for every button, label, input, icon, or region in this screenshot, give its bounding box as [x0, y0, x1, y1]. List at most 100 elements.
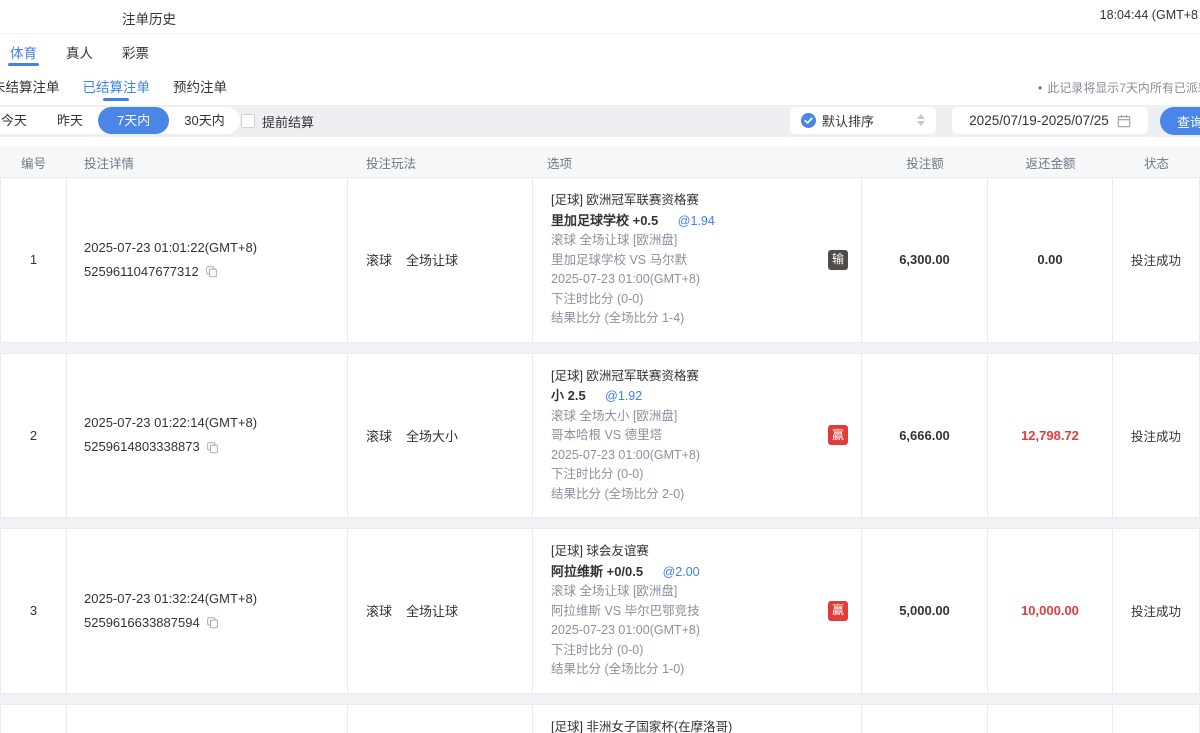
odds-value: @2.00 [662, 564, 700, 579]
col-header-return: 返还金额 [1025, 156, 1076, 171]
score-at-bet-line: 下注时比分 (0-0) [551, 642, 644, 657]
quick-range-group: 今天 昨天 7天内 30天内 [0, 107, 240, 134]
stake-amount [862, 704, 988, 733]
page-title: 注单历史 [122, 12, 176, 27]
result-score-line: 结果比分 (全场比分 2-0) [551, 486, 685, 501]
league-name: [足球] 球会友谊赛 [551, 544, 649, 558]
play-type: 滚球 [366, 253, 393, 269]
market-line: 滚球 全场大小 [欧洲盘] [551, 408, 678, 423]
copy-icon[interactable] [205, 265, 218, 278]
league-name: [足球] 欧洲冠军联赛资格赛 [551, 193, 699, 207]
bet-details-cell: 2025-07-23 01:01:22(GMT+8) 5259611047677… [67, 178, 348, 342]
col-header-selection: 选项 [547, 156, 573, 171]
return-amount: 0.00 [988, 178, 1113, 342]
bet-time: 2025-07-23 01:32:24(GMT+8) [84, 590, 258, 606]
calendar-icon [1117, 114, 1131, 127]
match-time-line: 2025-07-23 01:00(GMT+8) [551, 447, 701, 462]
play-type-cell: 滚球 全场大小 [348, 353, 533, 517]
league-name: [足球] 非洲女子国家杯(在摩洛哥) [551, 719, 733, 733]
stake-amount: 5,000.00 [862, 529, 988, 693]
row-number [1, 704, 67, 733]
sort-selected-value: 默认排序 [822, 114, 875, 129]
col-header-no: 编号 [20, 156, 46, 171]
score-at-bet-line: 下注时比分 (0-0) [551, 291, 644, 306]
order-id: 5259611047677312 [84, 263, 199, 279]
order-id: 5259614803338873 [84, 439, 200, 455]
range-30days[interactable]: 30天内 [184, 113, 225, 128]
return-amount: 12,798.72 [988, 353, 1113, 517]
col-header-details: 投注详情 [84, 156, 135, 171]
tab-lottery[interactable]: 彩票 [122, 46, 149, 61]
early-settlement-filter[interactable]: 提前结算 [241, 105, 314, 137]
order-id: 5259616633887594 [84, 614, 200, 630]
table-row: 1 2025-07-23 01:01:22(GMT+8) 52596110476… [0, 177, 1200, 343]
early-settlement-label: 提前结算 [262, 114, 315, 130]
col-header-status: 状态 [1143, 156, 1169, 171]
subtab-reserved[interactable]: 预约注单 [173, 80, 227, 95]
row-number: 1 [1, 178, 67, 342]
odds-value: @1.94 [677, 213, 715, 228]
match-time-line: 2025-07-23 01:00(GMT+8) [551, 272, 701, 286]
matchup-line: 阿拉维斯 VS 毕尔巴鄂竞技 [551, 603, 700, 618]
bet-time: 2025-07-23 01:22:14(GMT+8) [84, 415, 258, 431]
stake-amount: 6,300.00 [862, 178, 988, 342]
notice-text: 此记录将显示7天内所有已派彩的 [1047, 81, 1200, 95]
table-header: 编号 投注详情 投注玩法 选项 投注额 返还金额 状态 [0, 147, 1200, 177]
pick-name: 阿拉维斯 +0/0.5 [551, 563, 644, 579]
early-settlement-checkbox[interactable] [241, 114, 255, 128]
filter-bar: 今天 昨天 7天内 30天内 提前结算 默认排序 2025/07/19-2025… [0, 105, 1200, 137]
pick-name: 小 2.5 [551, 388, 586, 403]
range-7days[interactable]: 7天内 [98, 107, 170, 134]
market-line: 滚球 全场让球 [欧洲盘] [551, 584, 678, 598]
subtab-settled[interactable]: 已结算注单 [81, 70, 153, 102]
bet-time: 2025-07-23 01:01:22(GMT+8) [84, 239, 258, 255]
play-name: 全场让球 [406, 604, 459, 620]
selection-cell: [足球] 欧洲冠军联赛资格赛 小 2.5 @1.92 滚球 全场大小 [欧洲盘]… [533, 353, 862, 517]
return-amount: 10,000.00 [988, 529, 1113, 693]
matchup-line: 里加足球学校 VS 马尔默 [551, 252, 688, 267]
play-name: 全场大小 [406, 428, 459, 444]
table-body: 1 2025-07-23 01:01:22(GMT+8) 52596110476… [0, 177, 1200, 733]
play-name: 全场让球 [406, 253, 459, 269]
row-number: 2 [1, 353, 67, 517]
league-name: [足球] 欧洲冠军联赛资格赛 [551, 368, 699, 383]
play-type: 滚球 [366, 604, 393, 620]
result-score-line: 结果比分 (全场比分 1-4) [551, 311, 685, 325]
stake-amount: 6,666.00 [862, 353, 988, 517]
outcome-badge: 输 [828, 249, 848, 270]
subtabs-row: 未结算注单 已结算注单 预约注单 • 此记录将显示7天内所有已派彩的 [0, 70, 1200, 102]
outcome-badge: 赢 [828, 425, 848, 446]
date-range-picker[interactable]: 2025/07/19-2025/07/25 [952, 107, 1148, 134]
tab-sports[interactable]: 体育 [8, 34, 39, 70]
sort-dropdown[interactable]: 默认排序 [790, 107, 936, 134]
col-header-play: 投注玩法 [366, 156, 417, 171]
bet-status: 投注成功 [1130, 605, 1181, 620]
search-button[interactable]: 查询 [1160, 107, 1200, 135]
tab-live[interactable]: 真人 [66, 46, 93, 61]
row-number: 3 [1, 529, 67, 693]
score-at-bet-line: 下注时比分 (0-0) [551, 467, 644, 481]
matchup-line: 哥本哈根 VS 德里塔 [551, 428, 663, 442]
return-amount [988, 704, 1113, 733]
main-tabs: 体育 真人 彩票 [0, 34, 1200, 70]
selection-cell: [足球] 欧洲冠军联赛资格赛 里加足球学校 +0.5 @1.94 滚球 全场让球… [533, 178, 862, 342]
pick-name: 里加足球学校 +0.5 [551, 212, 659, 228]
table-row: 2 2025-07-23 01:22:14(GMT+8) 52596148033… [0, 352, 1200, 518]
range-today[interactable]: 今天 [1, 113, 28, 128]
sort-caret-icon [917, 114, 925, 126]
range-yesterday[interactable]: 昨天 [57, 113, 84, 128]
copy-icon[interactable] [206, 616, 219, 629]
sub-tabs: 未结算注单 已结算注单 预约注单 [0, 70, 1200, 102]
odds-value: @1.92 [605, 389, 643, 403]
bet-status: 投注成功 [1130, 429, 1181, 444]
selection-cell: [足球] 非洲女子国家杯(在摩洛哥) [533, 704, 862, 733]
copy-icon[interactable] [206, 441, 219, 454]
outcome-badge: 赢 [828, 600, 848, 621]
table-row: [足球] 非洲女子国家杯(在摩洛哥) [0, 703, 1200, 733]
bet-details-cell: 2025-07-23 01:32:24(GMT+8) 5259616633887… [67, 529, 348, 693]
play-type-cell [348, 704, 533, 733]
subtab-unsettled[interactable]: 未结算注单 [0, 80, 60, 95]
record-notice: • 此记录将显示7天内所有已派彩的 [1038, 79, 1200, 96]
bet-history-table: 编号 投注详情 投注玩法 选项 投注额 返还金额 状态 1 2025-07-23… [0, 147, 1200, 733]
col-header-stake: 投注额 [906, 156, 944, 171]
